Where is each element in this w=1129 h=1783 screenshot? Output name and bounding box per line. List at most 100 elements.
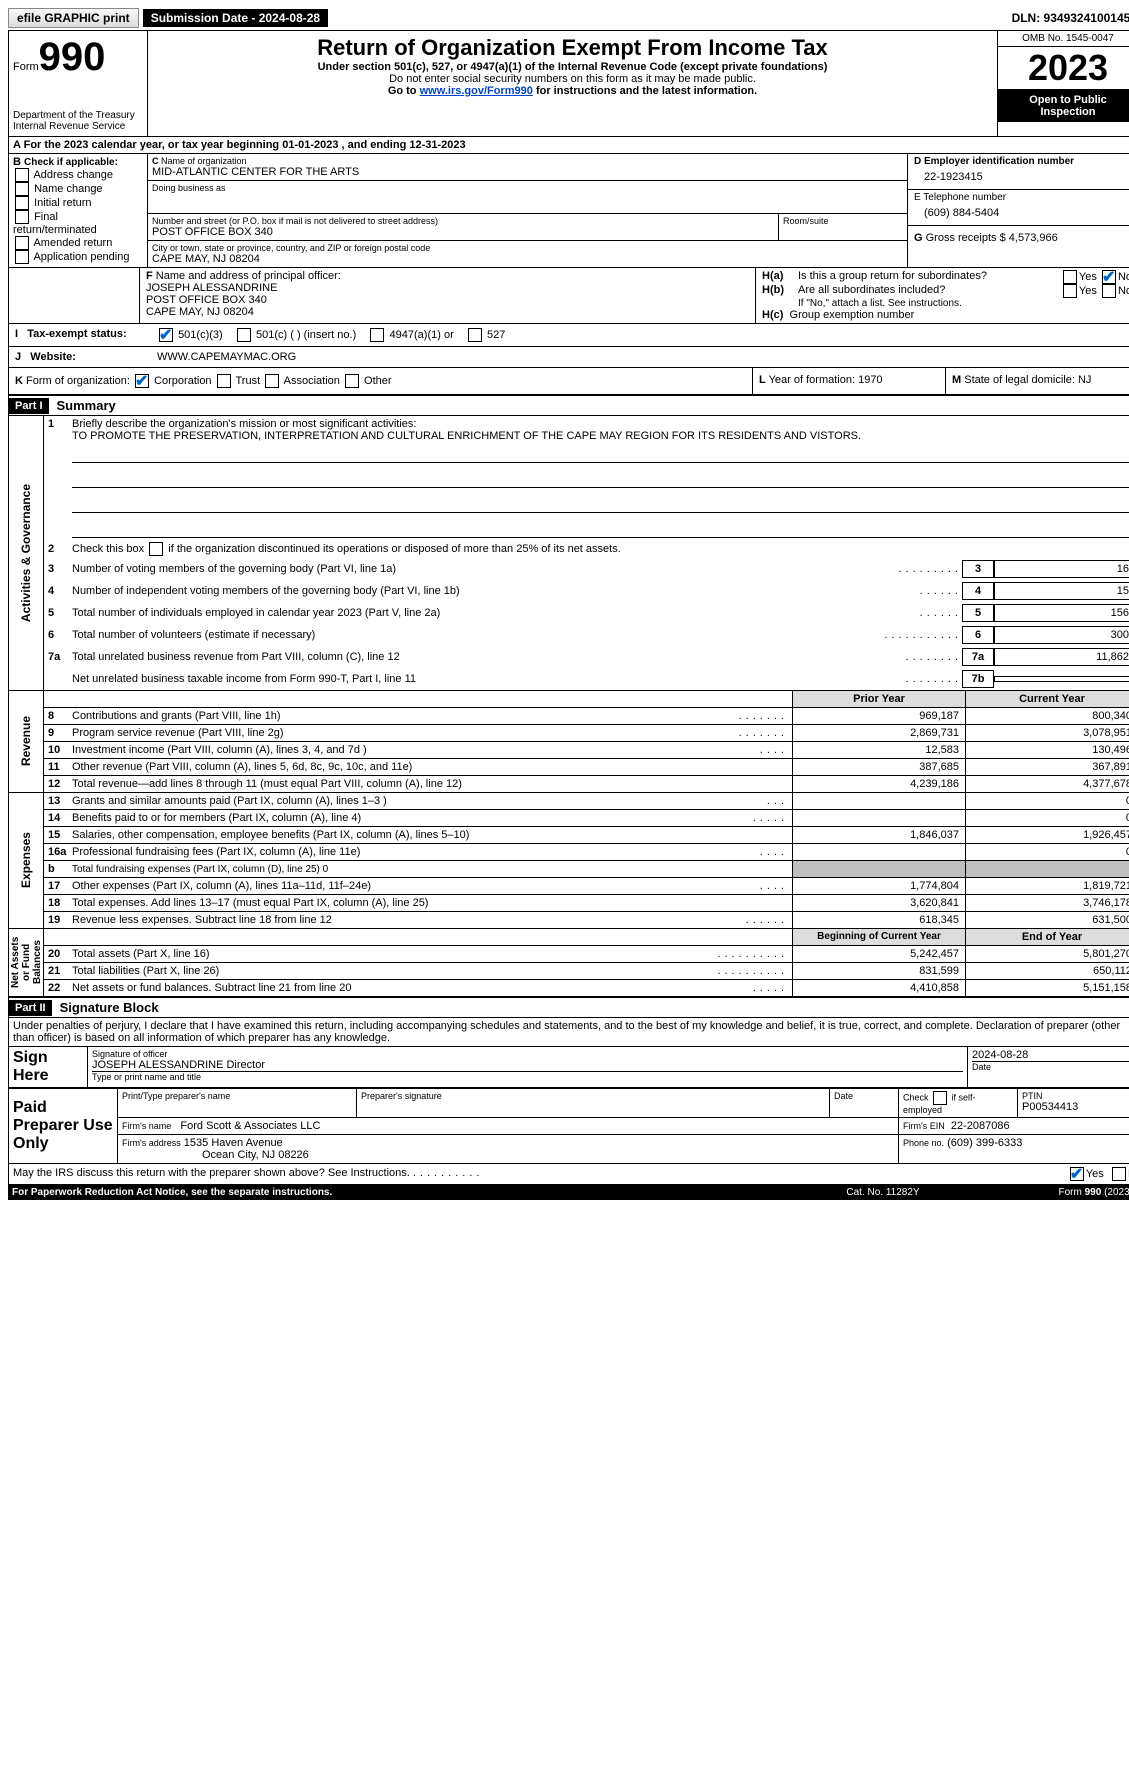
officer-name: JOSEPH ALESSANDRINE: [146, 282, 749, 294]
form-header: Form990 Department of the Treasury Inter…: [8, 30, 1129, 137]
header-right: OMB No. 1545-0047 2023 Open to Public In…: [997, 31, 1129, 136]
preparer-table: Paid Preparer Use Only Print/Type prepar…: [8, 1088, 1129, 1164]
section-i: I Tax-exempt status: 501(c)(3) 501(c) ( …: [8, 324, 1129, 347]
val-6: 300: [994, 626, 1129, 644]
checkbox-ha-yes[interactable]: [1063, 270, 1077, 284]
hdr-current-year: Current Year: [965, 691, 1129, 707]
checkbox-corp[interactable]: [135, 374, 149, 388]
checkbox-assoc[interactable]: [265, 374, 279, 388]
checkbox-hb-no[interactable]: [1102, 284, 1116, 298]
header-middle: Return of Organization Exempt From Incom…: [148, 31, 997, 136]
checkbox-initial-return[interactable]: [15, 196, 29, 210]
c17: 1,819,721: [965, 878, 1129, 894]
website-url: WWW.CAPEMAYMAC.ORG: [151, 347, 1129, 367]
firm-phone: (609) 399-6333: [947, 1137, 1022, 1149]
hdr-prior-year: Prior Year: [792, 691, 965, 707]
c21: 650,112: [965, 963, 1129, 979]
checkbox-name-change[interactable]: [15, 182, 29, 196]
section-c: C Name of organization MID-ATLANTIC CENT…: [148, 154, 907, 267]
p20: 5,242,457: [792, 946, 965, 962]
val-4: 15: [994, 582, 1129, 600]
sidebar-revenue: Revenue: [17, 712, 35, 770]
section-revenue: Revenue Prior Year Current Year 8Contrib…: [8, 691, 1129, 793]
checkbox-4947[interactable]: [370, 328, 384, 342]
p12: 4,239,186: [792, 776, 965, 792]
c22: 5,151,158: [965, 980, 1129, 996]
p21: 831,599: [792, 963, 965, 979]
tax-year: 2023: [998, 47, 1129, 90]
firm-name: Ford Scott & Associates LLC: [180, 1120, 320, 1132]
p22: 4,410,858: [792, 980, 965, 996]
p10: 12,583: [792, 742, 965, 758]
hdr-end-year: End of Year: [965, 929, 1129, 945]
omb-number: OMB No. 1545-0047: [998, 31, 1129, 47]
paid-preparer-label: Paid Preparer Use Only: [9, 1089, 118, 1164]
checkbox-amended-return[interactable]: [15, 236, 29, 250]
checkbox-501c3[interactable]: [159, 328, 173, 342]
checkbox-other[interactable]: [345, 374, 359, 388]
checkbox-address-change[interactable]: [15, 168, 29, 182]
gross-receipts: 4,573,966: [1009, 232, 1058, 244]
c19: 631,500: [965, 912, 1129, 928]
open-to-public-badge: Open to Public Inspection: [998, 90, 1129, 122]
dept-treasury: Department of the Treasury: [13, 110, 143, 121]
signature-date: 2024-08-28: [972, 1049, 1129, 1061]
header-left: Form990 Department of the Treasury Inter…: [9, 31, 148, 136]
c20: 5,801,270: [965, 946, 1129, 962]
hdr-beginning-year: Beginning of Current Year: [792, 929, 965, 945]
val-7a: 11,862: [994, 648, 1129, 666]
section-expenses: Expenses 13Grants and similar amounts pa…: [8, 793, 1129, 929]
c15: 1,926,457: [965, 827, 1129, 843]
ptin: P00534413: [1022, 1101, 1129, 1113]
p8: 969,187: [792, 708, 965, 724]
form-title: Return of Organization Exempt From Incom…: [152, 35, 993, 61]
form-subtitle: Under section 501(c), 527, or 4947(a)(1)…: [152, 61, 993, 73]
checkbox-final-return[interactable]: [15, 210, 29, 224]
c8: 800,340: [965, 708, 1129, 724]
submission-date-badge: Submission Date - 2024-08-28: [143, 9, 328, 27]
c18: 3,746,178: [965, 895, 1129, 911]
c12: 4,377,678: [965, 776, 1129, 792]
telephone: (609) 884-5404: [914, 203, 1129, 223]
line-a: A For the 2023 calendar year, or tax yea…: [8, 137, 1129, 154]
efile-print-button[interactable]: efile GRAPHIC print: [8, 8, 139, 28]
section-h: H(a)Is this a group return for subordina…: [756, 268, 1129, 323]
officer-street: POST OFFICE BOX 340: [146, 294, 749, 306]
checkbox-self-employed[interactable]: [933, 1091, 947, 1105]
checkbox-ha-no[interactable]: [1102, 270, 1116, 284]
firm-address-2: Ocean City, NJ 08226: [122, 1149, 309, 1161]
p17: 1,774,804: [792, 878, 965, 894]
checkbox-discuss-no[interactable]: [1112, 1167, 1126, 1181]
section-f: F Name and address of principal officer:…: [140, 268, 756, 323]
section-klm: K Form of organization: Corporation Trus…: [8, 368, 1129, 395]
room-suite-label: Room/suite: [783, 216, 903, 226]
checkbox-trust[interactable]: [217, 374, 231, 388]
sign-here-label: Sign Here: [9, 1047, 88, 1088]
section-deg: D Employer identification number 22-1923…: [907, 154, 1129, 267]
dept-irs: Internal Revenue Service: [13, 121, 143, 132]
val-7b: [994, 676, 1129, 682]
checkbox-application-pending[interactable]: [15, 250, 29, 264]
mission-text: TO PROMOTE THE PRESERVATION, INTERPRETAT…: [72, 430, 861, 442]
city-state-zip: CAPE MAY, NJ 08204: [152, 253, 903, 265]
checkbox-discuss-yes[interactable]: [1070, 1167, 1084, 1181]
c10: 130,496: [965, 742, 1129, 758]
checkbox-hb-yes[interactable]: [1063, 284, 1077, 298]
p9: 2,869,731: [792, 725, 965, 741]
form-note2: Go to www.irs.gov/Form990 for instructio…: [152, 85, 993, 97]
checkbox-discontinued[interactable]: [149, 542, 163, 556]
dln-label: DLN: 93493241001454: [1012, 11, 1129, 25]
checkbox-501c[interactable]: [237, 328, 251, 342]
c13: 0: [965, 793, 1129, 809]
checkbox-527[interactable]: [468, 328, 482, 342]
sidebar-expenses: Expenses: [17, 828, 35, 892]
p16a: [792, 844, 965, 860]
irs-link[interactable]: www.irs.gov/Form990: [420, 85, 533, 97]
section-net-assets: Net Assets or Fund Balances Beginning of…: [8, 929, 1129, 997]
c14: 0: [965, 810, 1129, 826]
street-address: POST OFFICE BOX 340: [152, 226, 774, 238]
officer-signature: JOSEPH ALESSANDRINE Director: [92, 1059, 963, 1071]
form-note1: Do not enter social security numbers on …: [152, 73, 993, 85]
section-b: B Check if applicable: Address change Na…: [9, 154, 148, 267]
signature-table: Sign Here Signature of officer JOSEPH AL…: [8, 1046, 1129, 1088]
